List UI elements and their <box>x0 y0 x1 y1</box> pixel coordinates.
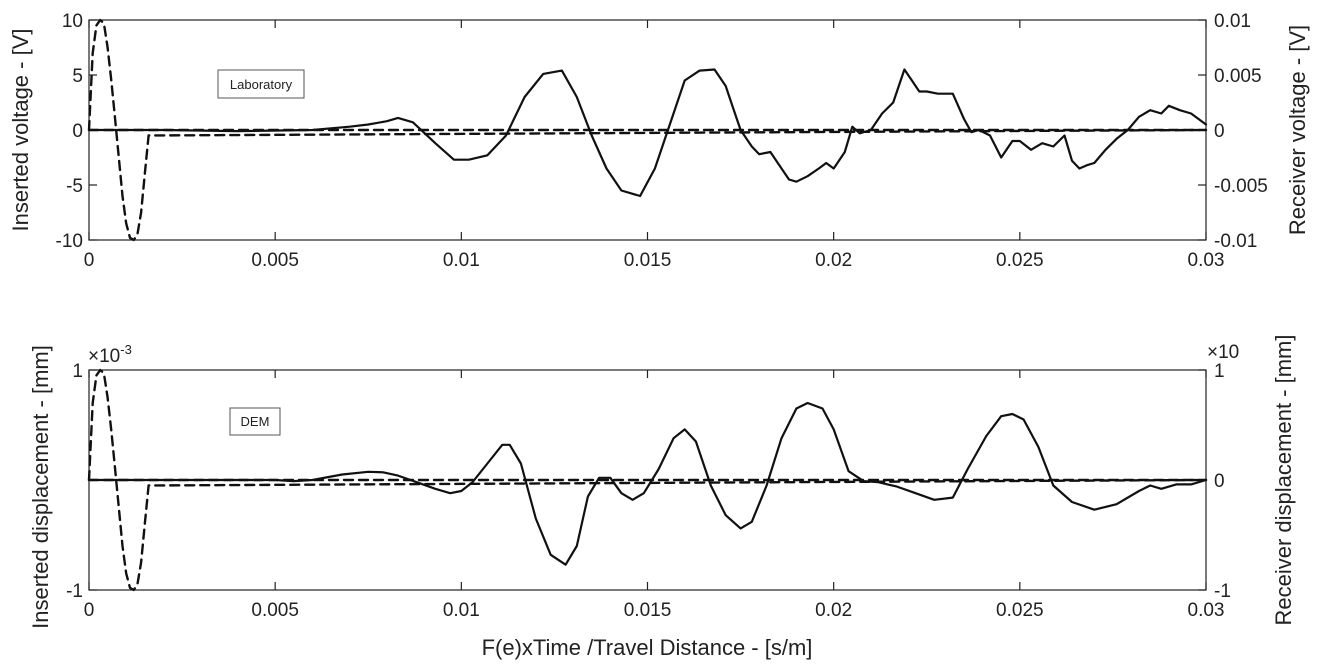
right-y-tick-label: 0.005 <box>1214 66 1262 87</box>
left-y-tick-label: 10 <box>62 11 83 32</box>
x-tick-label: 0.025 <box>996 250 1044 271</box>
right-y-tick-label: 0 <box>1214 121 1225 142</box>
x-axis-label: F(e)xTime /Travel Distance - [s/m] <box>482 635 813 660</box>
x-tick-label: 0.03 <box>1188 250 1225 271</box>
left-y-tick-label: 1 <box>72 361 83 382</box>
x-tick-label: 0.01 <box>443 600 480 621</box>
solid-series-line <box>87 68 1208 198</box>
x-tick-label: 0.005 <box>251 250 299 271</box>
dem-panel: 0 0.005 0.01 0.015 0.02 0.025 0.03 1-1 10-1 DE… <box>28 335 1296 660</box>
left-y-axis-label: Inserted displacement - [mm] <box>28 345 53 629</box>
series-group <box>87 368 1208 592</box>
solid-series-line <box>87 401 1208 566</box>
right-y-axis-label: Receiver voltage - [V] <box>1285 25 1310 235</box>
left-scale-factor: ×10-3 <box>88 342 132 367</box>
left-scale-base: ×10 <box>88 346 120 367</box>
left-y-tick-label: 5 <box>72 66 83 87</box>
left-y-ticks: 1 -1 <box>66 361 97 602</box>
annotation-label: Laboratory <box>230 77 293 92</box>
right-scale-factor: ×10 <box>1207 342 1239 363</box>
right-y-tick-label: -1 <box>1214 581 1231 602</box>
annotation-box <box>217 69 305 99</box>
x-tick-label: 0.015 <box>624 250 672 271</box>
x-tick-label: 0.015 <box>624 600 672 621</box>
left-scale-exponent: -3 <box>120 342 132 357</box>
x-ticks: 0 0.005 0.01 0.015 0.02 0.025 0.03 <box>84 20 1225 271</box>
x-tick-label: 0.01 <box>443 250 480 271</box>
laboratory-panel: 0 0.005 0.01 0.015 0.02 0.025 0.03 10 5 0 -5 -10 0… <box>8 11 1310 271</box>
left-y-tick-label: -10 <box>56 231 83 252</box>
right-y-tick-label: 0 <box>1214 471 1225 492</box>
right-y-ticks: 0.01 0.005 0 -0.005 -0.01 <box>1198 11 1268 252</box>
right-y-tick-label: -0.005 <box>1214 176 1268 197</box>
x-tick-label: 0.02 <box>815 250 852 271</box>
x-ticks: 0 0.005 0.01 0.015 0.02 0.025 0.03 <box>84 370 1225 621</box>
left-y-tick-label: -1 <box>66 581 83 602</box>
x-tick-label: 0 <box>84 250 95 271</box>
x-tick-label: 0.02 <box>815 600 852 621</box>
x-tick-label: 0.03 <box>1188 600 1225 621</box>
dashed-series-line <box>87 18 1208 242</box>
left-y-tick-label: 0 <box>72 121 83 142</box>
right-y-tick-label: 0.01 <box>1214 11 1251 32</box>
left-y-tick-label: -5 <box>66 176 83 197</box>
annotation-box <box>229 407 281 436</box>
left-y-axis-label: Inserted voltage - [V] <box>8 29 33 232</box>
series-group <box>87 18 1208 242</box>
x-tick-label: 0.025 <box>996 600 1044 621</box>
dashed-series-line <box>87 368 1208 592</box>
right-y-axis-label: Receiver displacement - [mm] <box>1271 335 1296 626</box>
annotation-label: DEM <box>241 414 270 429</box>
left-y-ticks: 10 5 0 -5 -10 <box>56 11 97 252</box>
x-tick-label: 0 <box>84 600 95 621</box>
right-y-tick-label: 1 <box>1214 361 1225 382</box>
right-y-tick-label: -0.01 <box>1214 231 1257 252</box>
x-tick-label: 0.005 <box>251 600 299 621</box>
